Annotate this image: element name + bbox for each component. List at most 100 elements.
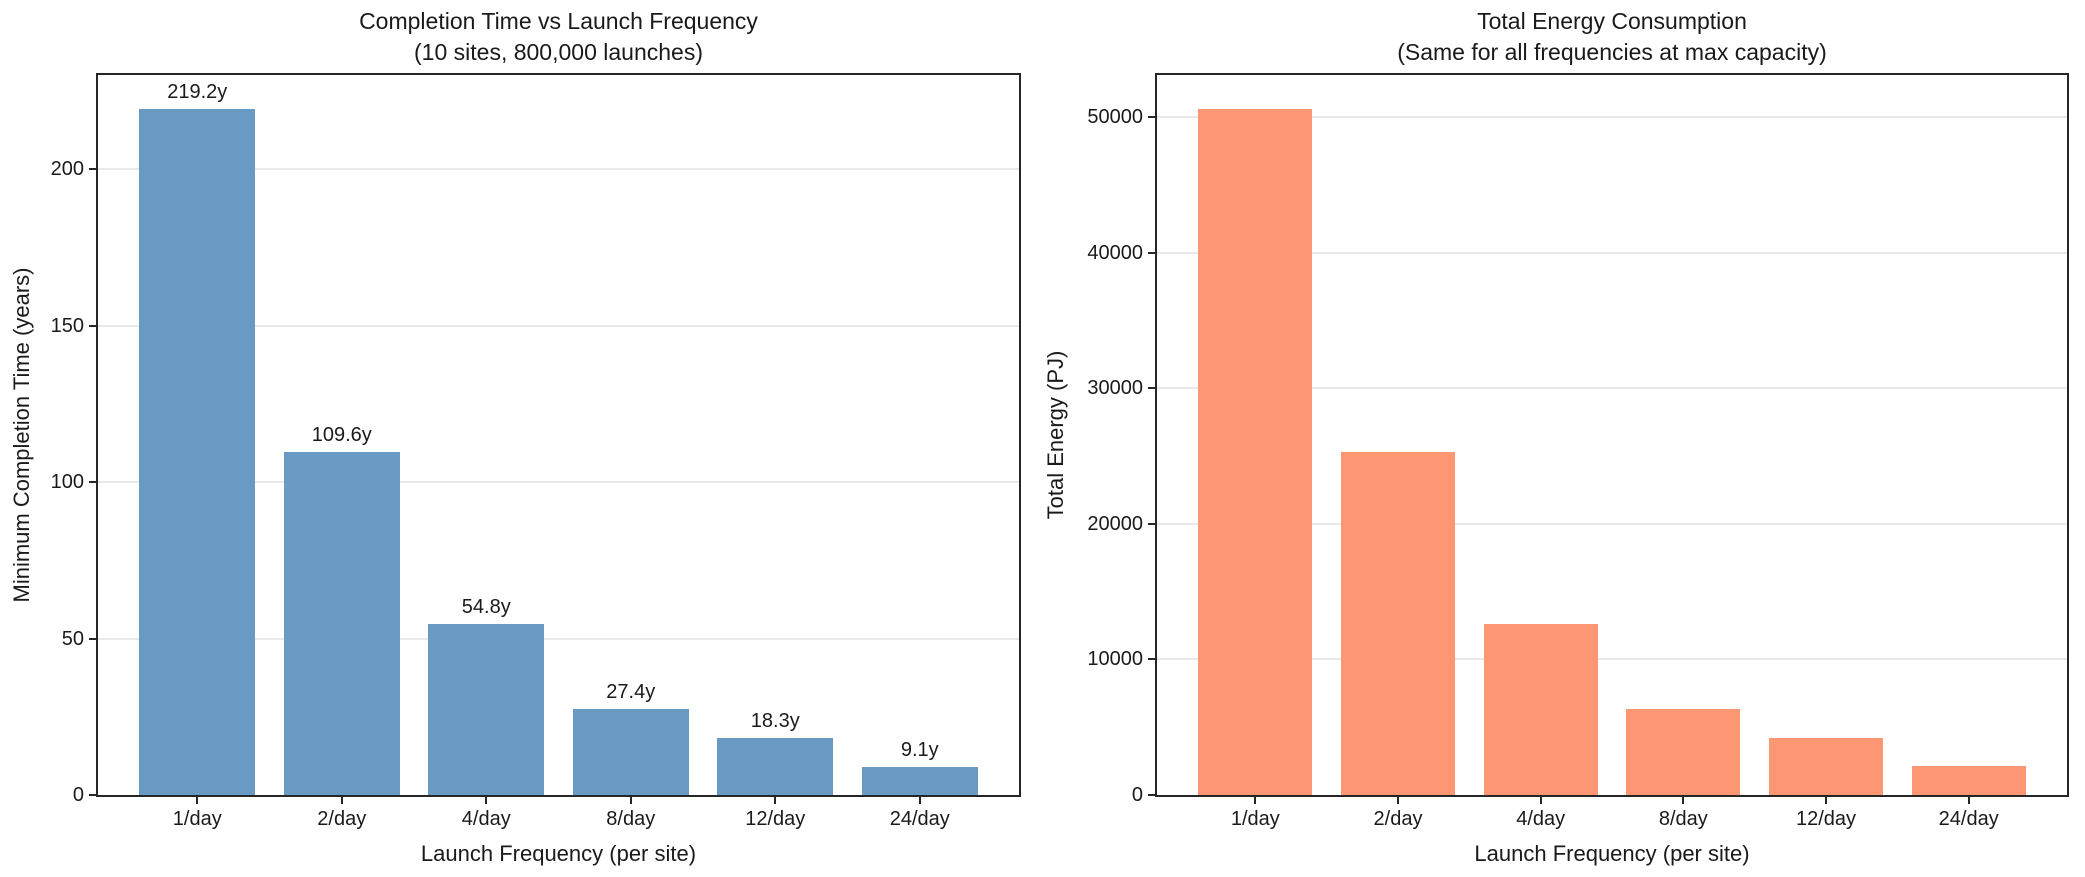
bar-value-label: 54.8y [461, 595, 511, 618]
x-axis-label-energy: Launch Frequency (per site) [1474, 841, 1750, 866]
bar-slot: 2/day 109.6y [270, 75, 415, 830]
bar-slots: 1/day 219.2y 2/day 109.6y 4/day 54.8y 8/day 27.… [98, 75, 1019, 830]
x-tick-label: 4/day [461, 808, 511, 830]
bar [1198, 109, 1313, 795]
bar-value-label: 9.1y [900, 738, 939, 761]
y-tick-mark [89, 794, 96, 796]
x-tick-label: 2/day [317, 808, 367, 830]
x-tick-label: 1/day [172, 808, 222, 830]
bar: 18.3y [717, 710, 834, 795]
bar [1911, 766, 2026, 795]
bar: 109.6y [283, 424, 400, 795]
bar-value-label: 18.3y [750, 709, 800, 732]
y-tick-mark [89, 637, 96, 640]
y-tick-mark [1148, 251, 1155, 254]
gridline [1157, 522, 2067, 525]
bar: 9.1y [861, 739, 978, 795]
y-tick-mark [89, 324, 96, 327]
bar-slot: 2/day [1327, 75, 1470, 830]
bar [1483, 623, 1598, 795]
x-axis-label-completion: Launch Frequency (per site) [420, 841, 697, 866]
bar-slot: 8/day [1612, 75, 1755, 830]
bar [1768, 737, 1884, 795]
y-tick-label: 30000 [1087, 377, 1143, 400]
x-tick-mark [629, 797, 632, 804]
chart-title-energy: Total Energy Consumption (Same for all f… [1155, 6, 2069, 68]
y-tick-label: 50 [61, 627, 84, 650]
gridline [1157, 658, 2067, 661]
bar-slot: 4/day [1469, 75, 1612, 830]
bar: 27.4y [572, 681, 689, 795]
bar [1626, 709, 1741, 795]
gridline [98, 637, 1019, 640]
x-tick-mark [1254, 797, 1257, 804]
bar: 219.2y [139, 81, 256, 795]
bar-slots: 1/day 2/day 4/day 8/day 12/day 24/day [1157, 75, 2067, 830]
plot-area-energy: 0 10000 20000 30000 40000 50000 1/day 2/day 4/da… [1087, 73, 2069, 830]
bar-slot: 8/day 27.4y [559, 75, 704, 830]
x-tick-label: 24/day [889, 808, 950, 830]
y-tick-mark [1148, 658, 1155, 661]
y-tick-label: 20000 [1087, 512, 1143, 535]
y-tick-mark [89, 168, 96, 171]
y-axis-label-energy: Total Energy (PJ) [1043, 350, 1068, 520]
bar-slot: 12/day 18.3y [703, 75, 848, 830]
x-tick-label: 1/day [1230, 808, 1280, 830]
x-tick-label: 4/day [1516, 808, 1566, 830]
bar-slot: 24/day 9.1y [848, 75, 993, 830]
x-tick-mark [774, 797, 777, 804]
x-tick-label: 12/day [745, 808, 806, 830]
gridline [1157, 116, 2067, 119]
bar-value-label: 109.6y [311, 424, 372, 447]
x-tick-mark [1539, 797, 1542, 804]
y-tick-label: 50000 [1087, 106, 1143, 129]
chart-subtitle-line: (Same for all frequencies at max capacit… [1397, 39, 1827, 65]
x-tick-mark [1397, 797, 1399, 804]
y-tick-label: 200 [50, 158, 84, 181]
x-tick-mark [340, 797, 343, 804]
y-tick-label: 150 [50, 314, 84, 337]
gridline [1157, 387, 2067, 390]
bar-slot: 4/day 54.8y [414, 75, 559, 830]
x-tick-mark [485, 797, 488, 804]
x-tick-mark [1682, 797, 1685, 804]
bar [1340, 452, 1456, 795]
x-tick-mark [1825, 797, 1828, 804]
y-tick-label: 40000 [1087, 241, 1143, 264]
gridline [1157, 251, 2067, 254]
y-tick-label: 10000 [1087, 648, 1143, 671]
plot-area-completion: 0 50 100 150 200 1/day 219.2y 2/day 109.6y 4/day 5… [51, 73, 1021, 830]
bar-value-label: 219.2y [167, 81, 228, 104]
x-tick-label: 8/day [606, 808, 656, 830]
chart-title-line: Completion Time vs Launch Frequency [359, 8, 758, 34]
bar-slot: 1/day 219.2y [125, 75, 270, 830]
x-tick-mark [1967, 797, 1970, 804]
y-tick-mark [1148, 794, 1155, 796]
y-tick-mark [1148, 387, 1155, 390]
y-tick-label: 0 [72, 784, 84, 806]
y-tick-mark [1148, 116, 1155, 119]
x-tick-mark [196, 797, 199, 804]
y-tick-mark [1148, 522, 1155, 525]
y-tick-label: 100 [50, 471, 84, 494]
gridline [98, 481, 1019, 484]
bar-value-label: 27.4y [606, 681, 656, 704]
chart-title-line: Total Energy Consumption [1477, 8, 1747, 34]
bar-slot: 1/day [1184, 75, 1327, 830]
y-tick-label: 0 [1131, 784, 1143, 806]
x-tick-label: 12/day [1795, 808, 1857, 830]
x-tick-label: 8/day [1658, 808, 1708, 830]
chart-subtitle-line: (10 sites, 800,000 launches) [414, 39, 703, 65]
x-tick-label: 24/day [1938, 808, 1999, 830]
bar-slot: 12/day [1755, 75, 1898, 830]
gridline [98, 168, 1019, 171]
y-tick-mark [89, 481, 96, 484]
bar-slot: 24/day [1897, 75, 2040, 830]
gridline [98, 324, 1019, 327]
x-tick-label: 2/day [1373, 808, 1423, 830]
bar: 54.8y [428, 596, 545, 795]
y-axis-label-completion: Minimum Completion Time (years) [9, 267, 34, 603]
chart-title-completion: Completion Time vs Launch Frequency (10 … [96, 6, 1021, 68]
x-tick-mark [918, 797, 921, 804]
